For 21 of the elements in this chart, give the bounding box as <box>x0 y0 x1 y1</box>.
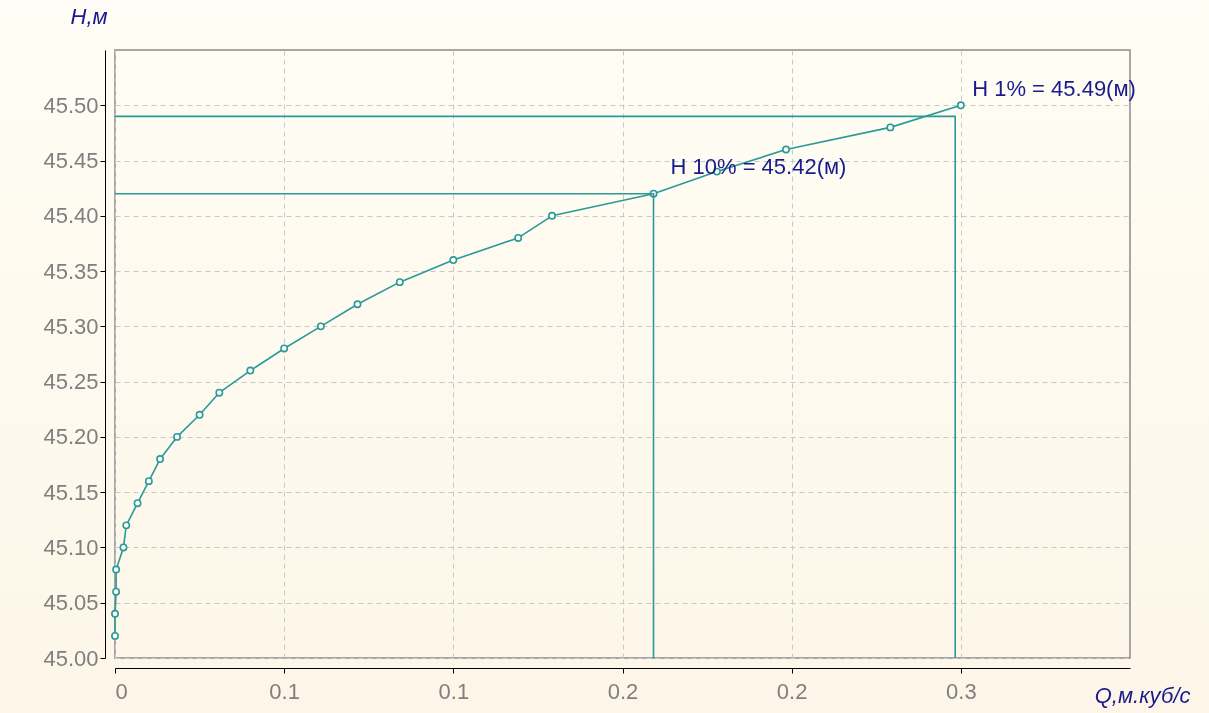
annotation: H 10% = 45.42(м) <box>670 153 847 179</box>
x-axis-title: Q,м.куб/с <box>1094 682 1191 708</box>
y-tick-label: 45.40 <box>43 203 99 229</box>
y-tick-label: 45.20 <box>43 424 99 450</box>
x-tick-label: 0.1 <box>269 678 300 704</box>
x-tick-label: 0.2 <box>607 678 639 704</box>
y-tick-label: 45.50 <box>43 92 99 118</box>
y-tick-label: 45.10 <box>43 534 99 560</box>
x-tick-label: 0.2 <box>776 678 808 704</box>
y-tick-label: 45.05 <box>43 590 99 616</box>
y-tick-label: 45.35 <box>43 258 99 284</box>
y-tick-label: 45.00 <box>43 645 99 671</box>
annotation: H 1% = 45.49(м) <box>972 76 1136 102</box>
y-tick-label: 45.15 <box>43 479 99 505</box>
x-tick-label: 0.1 <box>438 678 470 704</box>
y-tick-label: 45.45 <box>43 148 99 174</box>
y-tick-label: 45.30 <box>43 313 99 339</box>
y-tick-label: 45.25 <box>43 369 99 395</box>
x-tick-label: 0 <box>115 678 128 704</box>
y-axis-title: H,м <box>70 3 108 29</box>
x-tick-label: 0.3 <box>946 678 977 704</box>
